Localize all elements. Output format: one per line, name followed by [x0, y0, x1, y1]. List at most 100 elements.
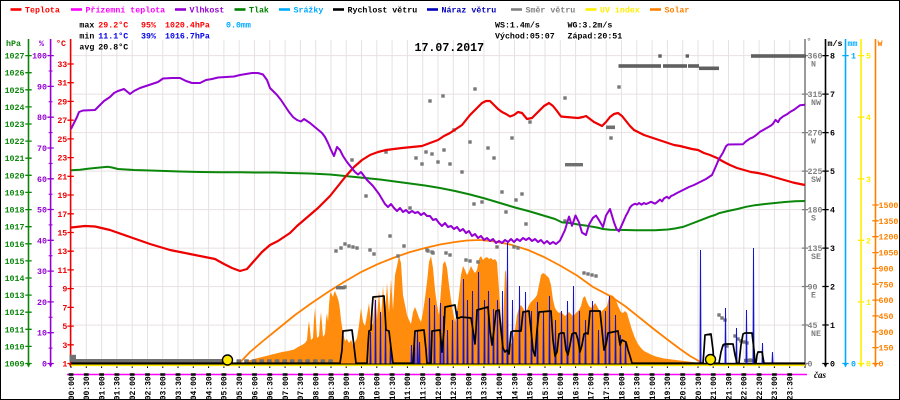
svg-text:225: 225: [808, 168, 823, 177]
svg-text:NE: NE: [811, 330, 821, 339]
svg-text:1009: 1009: [5, 361, 25, 370]
svg-text:Srážky: Srážky: [294, 6, 324, 16]
svg-text:1011: 1011: [5, 326, 25, 335]
svg-text:0: 0: [879, 361, 884, 370]
svg-text:750: 750: [879, 281, 894, 290]
svg-text:1050: 1050: [879, 250, 899, 259]
svg-text:30: 30: [37, 268, 47, 277]
svg-text:270: 270: [808, 130, 823, 139]
svg-text:15:00: 15:00: [527, 376, 536, 400]
svg-text:3: 3: [830, 245, 835, 254]
svg-text:1023: 1023: [5, 121, 25, 130]
svg-text:0: 0: [42, 361, 47, 370]
svg-text:07:00: 07:00: [282, 376, 291, 400]
svg-text:SW: SW: [811, 176, 821, 185]
svg-text:WG:3.2m/s: WG:3.2m/s: [568, 20, 613, 30]
svg-text:Náraz větru: Náraz větru: [442, 6, 497, 16]
svg-text:max: max: [79, 21, 94, 30]
svg-text:03:30: 03:30: [175, 376, 184, 400]
svg-text:Vlhkost: Vlhkost: [190, 6, 225, 16]
svg-text:1021: 1021: [5, 155, 25, 164]
svg-text:11: 11: [57, 267, 67, 276]
svg-text:0: 0: [866, 361, 871, 370]
svg-text:SE: SE: [811, 253, 821, 262]
svg-text:UV index: UV index: [600, 6, 640, 16]
svg-text:4: 4: [830, 207, 835, 216]
svg-text:20.8°C: 20.8°C: [98, 44, 128, 53]
svg-text:00:00: 00:00: [68, 376, 77, 400]
svg-text:10: 10: [37, 330, 47, 339]
svg-text:1500: 1500: [879, 202, 899, 211]
svg-text:Přízemní teplota: Přízemní teplota: [86, 6, 166, 16]
svg-text:12:00: 12:00: [435, 376, 444, 400]
svg-text:33: 33: [57, 61, 67, 70]
svg-text:01:30: 01:30: [114, 376, 123, 400]
svg-text:1016: 1016: [5, 241, 25, 250]
svg-text:6: 6: [830, 130, 835, 139]
svg-text:mm: mm: [848, 40, 858, 49]
svg-text:23:00: 23:00: [771, 376, 780, 400]
svg-text:Teplota: Teplota: [25, 6, 60, 16]
svg-text:15: 15: [57, 229, 67, 238]
svg-text:1350: 1350: [879, 218, 899, 227]
svg-text:11.1°C: 11.1°C: [98, 32, 128, 41]
svg-text:29: 29: [57, 98, 67, 107]
svg-text:04:00: 04:00: [190, 376, 199, 400]
svg-text:3: 3: [866, 176, 871, 185]
svg-text:19:30: 19:30: [664, 376, 673, 400]
svg-text:100: 100: [32, 53, 47, 62]
svg-text:17.07.2017: 17.07.2017: [415, 42, 485, 55]
svg-text:20: 20: [37, 299, 47, 308]
svg-text:06:00: 06:00: [251, 376, 260, 400]
svg-text:13:30: 13:30: [481, 376, 490, 400]
svg-text:1027: 1027: [5, 53, 25, 62]
svg-text:80: 80: [37, 114, 47, 123]
svg-text:600: 600: [879, 297, 894, 306]
svg-text:14:30: 14:30: [511, 376, 520, 400]
svg-text:1200: 1200: [879, 234, 899, 243]
svg-text:%: %: [39, 40, 44, 49]
svg-text:Solar: Solar: [665, 6, 690, 16]
svg-text:8: 8: [830, 53, 835, 62]
svg-text:60: 60: [37, 176, 47, 185]
svg-text:0: 0: [808, 361, 813, 370]
svg-text:1: 1: [851, 53, 856, 62]
svg-text:09:30: 09:30: [358, 376, 367, 400]
svg-text:31: 31: [57, 80, 67, 89]
svg-text:5: 5: [62, 323, 67, 332]
svg-text:01:00: 01:00: [98, 376, 107, 400]
svg-text:16:30: 16:30: [572, 376, 581, 400]
svg-text:06:30: 06:30: [267, 376, 276, 400]
svg-text:22:00: 22:00: [741, 376, 750, 400]
svg-text:17:30: 17:30: [603, 376, 612, 400]
svg-text:1025: 1025: [5, 87, 25, 96]
svg-text:27: 27: [57, 117, 67, 126]
svg-text:2: 2: [866, 237, 871, 246]
svg-text:08:00: 08:00: [313, 376, 322, 400]
svg-text:360: 360: [808, 53, 823, 62]
svg-text:20:30: 20:30: [695, 376, 704, 400]
svg-text:45: 45: [808, 322, 818, 331]
svg-text:7: 7: [830, 91, 835, 100]
svg-text:1010: 1010: [5, 343, 25, 352]
svg-text:180: 180: [808, 207, 823, 216]
svg-text:29.2°C: 29.2°C: [98, 21, 128, 30]
svg-text:1013: 1013: [5, 292, 25, 301]
svg-text:900: 900: [879, 265, 894, 274]
svg-text:02:00: 02:00: [129, 376, 138, 400]
svg-text:N: N: [811, 61, 816, 70]
svg-text:135: 135: [808, 245, 823, 254]
svg-text:1017: 1017: [5, 224, 25, 233]
svg-text:00:30: 00:30: [83, 376, 92, 400]
svg-text:0: 0: [830, 361, 835, 370]
svg-text:90: 90: [37, 83, 47, 92]
svg-text:23: 23: [57, 155, 67, 164]
svg-text:Tlak: Tlak: [249, 6, 269, 16]
svg-text:39%: 39%: [141, 32, 156, 41]
svg-text:0.0mm: 0.0mm: [226, 21, 251, 30]
svg-text:W: W: [878, 40, 883, 49]
svg-text:22:30: 22:30: [756, 376, 765, 400]
svg-text:15:30: 15:30: [542, 376, 551, 400]
svg-text:2: 2: [830, 284, 835, 293]
svg-text:04:30: 04:30: [205, 376, 214, 400]
